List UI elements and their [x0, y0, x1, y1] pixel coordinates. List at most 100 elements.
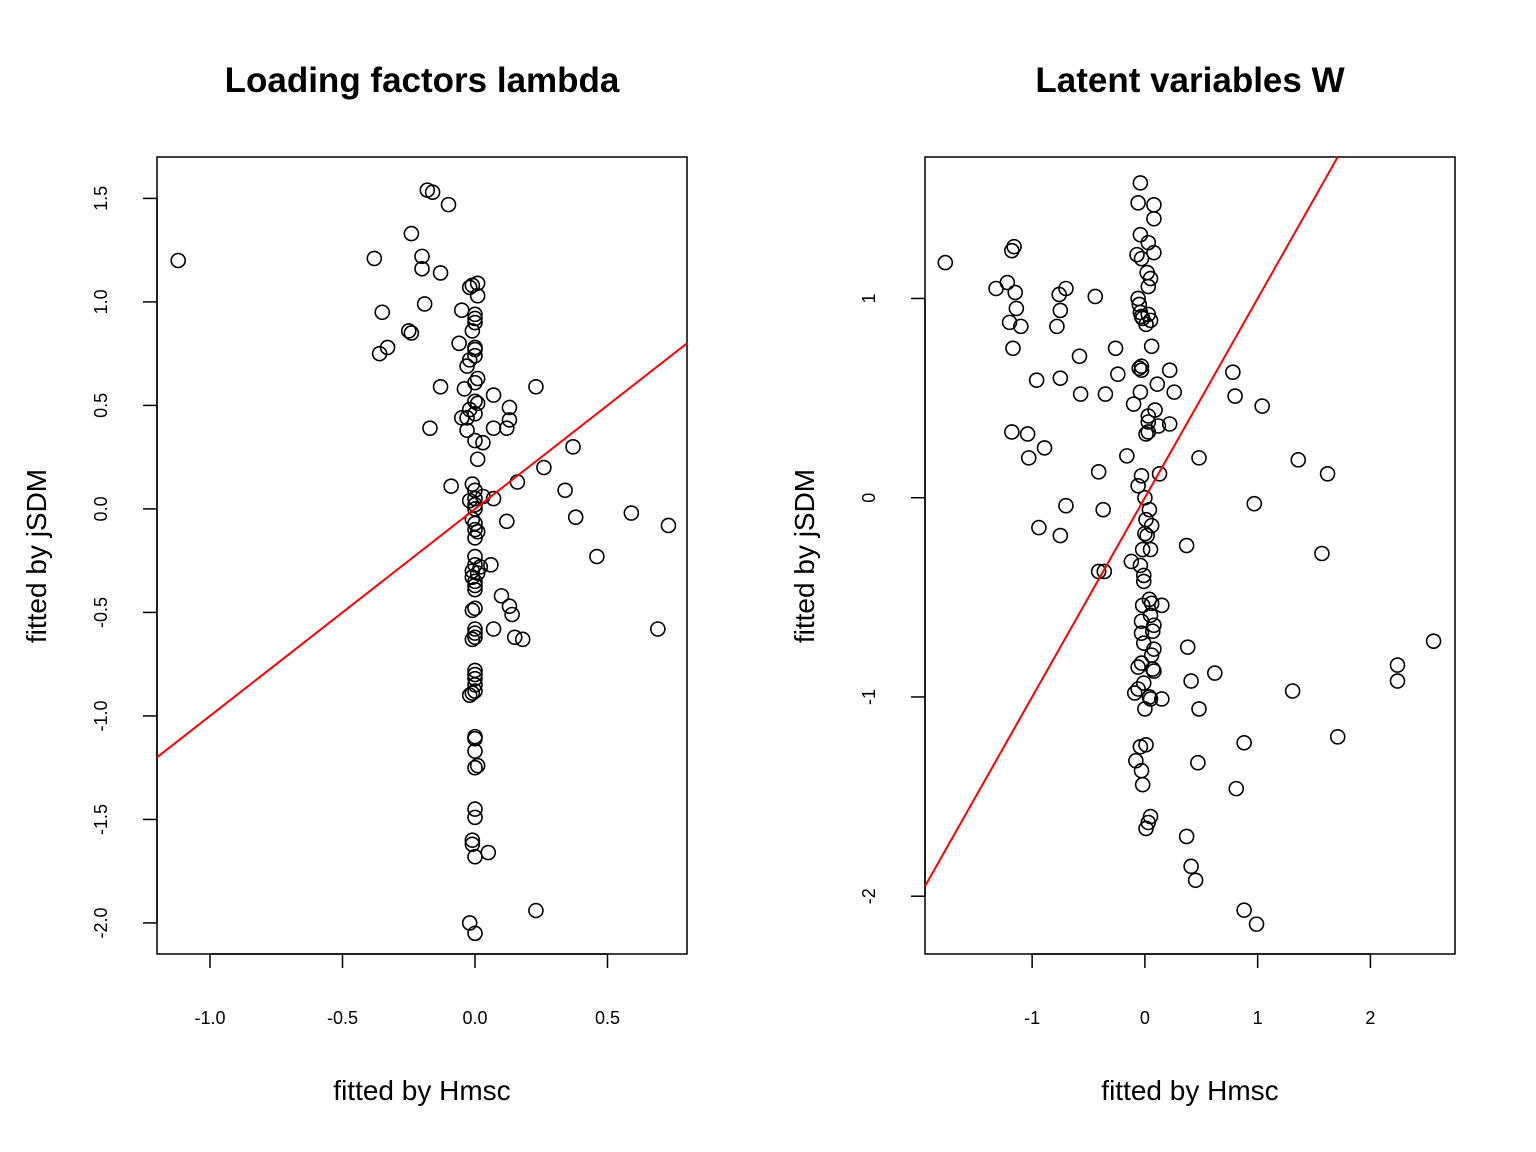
scatter-point [1161, 362, 1178, 378]
scatter-point [1134, 541, 1151, 558]
y-axis-label: fitted by jSDM [789, 469, 820, 643]
scatter-point [467, 730, 483, 747]
scatter-point [1140, 414, 1157, 430]
scatter-point [1028, 372, 1045, 388]
scatter-point [1133, 308, 1150, 325]
y-tick-label: -1.0 [91, 700, 111, 731]
scatter-point [1143, 338, 1160, 355]
scatter-point [1133, 362, 1150, 378]
scatter-point [379, 339, 396, 356]
scatter-point [498, 420, 515, 436]
scatter-point [469, 451, 486, 468]
scatter-point [440, 196, 457, 213]
scatter-point [464, 323, 481, 339]
scatter-point [1227, 388, 1243, 404]
scatter-point [565, 439, 581, 455]
scatter-point [1132, 384, 1149, 400]
scatter-point [1135, 573, 1152, 590]
y-tick-label: 1.0 [91, 289, 111, 314]
scatter-point [1020, 450, 1037, 466]
scatter-point [1178, 828, 1195, 845]
scatter-point [1146, 663, 1162, 679]
scatter-point [1133, 625, 1150, 642]
scatter-point [536, 459, 552, 476]
scatter-point [1187, 872, 1204, 889]
scatter-point [1132, 557, 1149, 574]
scatter-point [1133, 467, 1150, 484]
scatter-point [414, 260, 430, 277]
y-tick-label: 1.5 [91, 186, 111, 211]
scatter-point [1329, 729, 1346, 745]
scatter-point [1097, 386, 1114, 402]
scatter-point [1013, 318, 1029, 335]
x-tick-label: -1.0 [194, 1008, 225, 1028]
scatter-point [459, 422, 475, 439]
scatter-point [1142, 541, 1159, 558]
scatter-point [1161, 416, 1178, 432]
axis-ticks: -1 0 1 2 -2 -1 0 1 [859, 293, 1375, 1028]
y-tick-label: -2.0 [91, 907, 111, 938]
scatter-point [501, 399, 518, 416]
scatter-point [1142, 270, 1159, 287]
scatter-point [1058, 497, 1074, 514]
scatter-point [472, 559, 489, 575]
scatter-point [501, 412, 518, 428]
scatter-point [1146, 617, 1162, 634]
scatter-point [170, 252, 186, 269]
scatter-point [467, 670, 483, 687]
scatter-point [400, 323, 417, 339]
scatter-point [1190, 754, 1206, 771]
scatter-point [432, 378, 449, 395]
scatter-point [1425, 633, 1442, 649]
scatter-point [451, 335, 467, 352]
scatter-point [467, 405, 483, 422]
x-tick-label: 2 [1365, 1008, 1375, 1028]
scatter-point [366, 250, 383, 267]
scatter-point [999, 274, 1016, 291]
scatter-point [498, 513, 515, 530]
scatter-point [461, 687, 478, 704]
x-tick-label: 1 [1253, 1008, 1263, 1028]
scatter-point [461, 279, 478, 296]
scatter-point [1130, 477, 1146, 494]
scatter-point [467, 621, 483, 637]
loading-factors-panel: Loading factors lambda -1.0 -0.5 0.0 0.5 -2.… [21, 61, 688, 1106]
y-tick-label: -1.5 [91, 804, 111, 835]
scatter-point [469, 370, 486, 387]
scatter-point [467, 801, 483, 817]
scatter-point [1119, 448, 1135, 464]
scatter-point [1191, 701, 1207, 717]
scatter-point [1031, 519, 1047, 536]
scatter-point [1140, 278, 1157, 295]
scatter-point [506, 629, 523, 646]
scatter-point [1146, 244, 1162, 261]
scatter-point [528, 902, 544, 919]
scatter-point [504, 606, 520, 623]
scatter-point [1132, 175, 1149, 191]
axis-ticks: -1.0 -0.5 0.0 0.5 -2.0 -1.5 -1.0 -0.5 0.0 0.5 1.0 1… [91, 186, 620, 1028]
scatter-point [1284, 683, 1301, 699]
scatter-point [483, 557, 499, 573]
scatter-point [1134, 776, 1151, 793]
scatter-point [467, 310, 483, 327]
scatter-point [1110, 366, 1126, 382]
scatter-point [1132, 738, 1149, 755]
scatter-point [1049, 318, 1065, 335]
scatter-point [403, 325, 420, 341]
scatter-point [467, 306, 483, 323]
x-tick-label: -0.5 [327, 1008, 358, 1028]
scatter-point [1006, 238, 1022, 255]
scatter-point [1130, 195, 1146, 211]
scatter-point [1225, 364, 1241, 380]
scatter-point [467, 743, 483, 759]
scatter-point [416, 296, 433, 312]
scatter-point [1130, 681, 1146, 697]
scatter-point [1319, 466, 1336, 482]
scatter-point [467, 683, 483, 699]
scatter-point [1071, 348, 1088, 365]
scatter-point [1146, 210, 1162, 227]
scatter-point [467, 629, 483, 646]
scatter-point [1132, 226, 1149, 243]
scatter-point [1191, 450, 1207, 466]
